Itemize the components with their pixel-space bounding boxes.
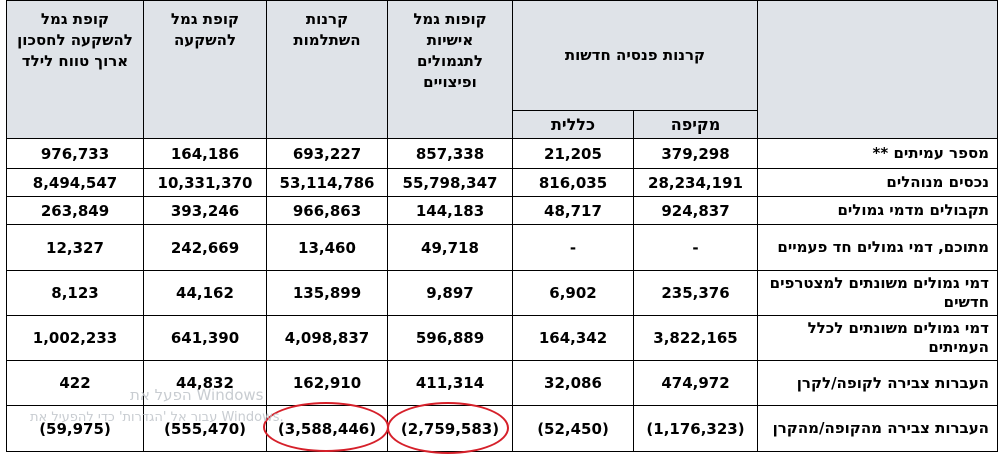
cell-study-funds: 162,910 — [266, 360, 388, 406]
cell-child-savings: 8,494,547 — [6, 168, 144, 197]
cell-child-savings: 8,123 — [6, 270, 144, 316]
cell-comprehensive: 235,376 — [633, 270, 758, 316]
cell-study-funds: 4,098,837 — [266, 315, 388, 361]
cell-investment-provident: 641,390 — [143, 315, 267, 361]
cell-general: 48,717 — [512, 196, 634, 225]
cell-investment-provident: 44,162 — [143, 270, 267, 316]
cell-child-savings: 12,327 — [6, 224, 144, 271]
cell-comprehensive: 3,822,165 — [633, 315, 758, 361]
cell-comprehensive: 924,837 — [633, 196, 758, 225]
cell-comprehensive: (1,176,323) — [633, 405, 758, 452]
cell-personal-provident: 411,314 — [387, 360, 513, 406]
cell-general: 816,035 — [512, 168, 634, 197]
cell-personal-provident: (2,759,583) — [387, 405, 513, 452]
cell-child-savings: 422 — [6, 360, 144, 406]
header-comprehensive: מקיפה — [633, 110, 758, 139]
table-row: תקבולים מדמי גמולים 924,837 48,717 144,1… — [6, 196, 998, 225]
cell-study-funds: 693,227 — [266, 138, 388, 169]
cell-personal-provident: 857,338 — [387, 138, 513, 169]
row-label: מספר עמיתים ** — [757, 138, 998, 169]
header-investment-provident-fund: קופת גמל להשקעה — [143, 0, 267, 139]
row-label: דמי גמולים משונתים לכלל העמיתים — [757, 315, 998, 361]
cell-comprehensive: 28,234,191 — [633, 168, 758, 197]
row-label: דמי גמולים משונתים למצטרפים חדשים — [757, 270, 998, 316]
table-row: העברות צבירה לקופה/לקרן 474,972 32,086 4… — [6, 360, 998, 406]
table-row: דמי גמולים משונתים למצטרפים חדשים 235,37… — [6, 270, 998, 316]
table-row: נכסים מנוהלים 28,234,191 816,035 55,798,… — [6, 168, 998, 197]
header-personal-provident-funds: קופות גמל אישיות לתגמולים ופיצויים — [387, 0, 513, 139]
cell-general: - — [512, 224, 634, 271]
row-label: העברות צבירה לקופה/לקרן — [757, 360, 998, 406]
cell-personal-provident: 144,183 — [387, 196, 513, 225]
cell-investment-provident: 164,186 — [143, 138, 267, 169]
header-row-label-corner — [757, 0, 998, 139]
cell-general: 21,205 — [512, 138, 634, 169]
cell-child-savings: 263,849 — [6, 196, 144, 225]
row-label: תקבולים מדמי גמולים — [757, 196, 998, 225]
table-row: מתוכם, דמי גמולים חד פעמיים - - 49,718 1… — [6, 224, 998, 271]
row-label: העברות צבירה מהקופה/מהקרן — [757, 405, 998, 452]
header-study-funds: קרנות השתלמות — [266, 0, 388, 139]
cell-investment-provident: 44,832 — [143, 360, 267, 406]
header-child-savings-fund: קופת גמל להשקעה לחסכון ארוך טווח לילד — [6, 0, 144, 139]
cell-investment-provident: (555,470) — [143, 405, 267, 452]
cell-general: (52,450) — [512, 405, 634, 452]
header-new-pension-funds: קרנות פנסיה חדשות — [512, 0, 758, 111]
cell-investment-provident: 242,669 — [143, 224, 267, 271]
cell-investment-provident: 393,246 — [143, 196, 267, 225]
cell-study-funds: 53,114,786 — [266, 168, 388, 197]
cell-study-funds: 135,899 — [266, 270, 388, 316]
cell-investment-provident: 10,331,370 — [143, 168, 267, 197]
cell-study-funds: 13,460 — [266, 224, 388, 271]
cell-personal-provident: 9,897 — [387, 270, 513, 316]
cell-study-funds: (3,588,446) — [266, 405, 388, 452]
table-row: מספר עמיתים ** 379,298 21,205 857,338 69… — [6, 138, 998, 169]
cell-personal-provident: 55,798,347 — [387, 168, 513, 197]
table-row: העברות צבירה מהקופה/מהקרן (1,176,323) (5… — [6, 405, 998, 452]
header-general: כללית — [512, 110, 634, 139]
row-label: מתוכם, דמי גמולים חד פעמיים — [757, 224, 998, 271]
cell-child-savings: 1,002,233 — [6, 315, 144, 361]
row-label: נכסים מנוהלים — [757, 168, 998, 197]
cell-general: 32,086 — [512, 360, 634, 406]
table-row: דמי גמולים משונתים לכלל העמיתים 3,822,16… — [6, 315, 998, 361]
cell-comprehensive: - — [633, 224, 758, 271]
cell-comprehensive: 474,972 — [633, 360, 758, 406]
cell-general: 164,342 — [512, 315, 634, 361]
cell-personal-provident: 49,718 — [387, 224, 513, 271]
pension-funds-table: קרנות פנסיה חדשות קופות גמל אישיות לתגמו… — [6, 0, 998, 452]
cell-general: 6,902 — [512, 270, 634, 316]
cell-child-savings: 976,733 — [6, 138, 144, 169]
cell-personal-provident: 596,889 — [387, 315, 513, 361]
cell-study-funds: 966,863 — [266, 196, 388, 225]
cell-child-savings: (59,975) — [6, 405, 144, 452]
cell-comprehensive: 379,298 — [633, 138, 758, 169]
